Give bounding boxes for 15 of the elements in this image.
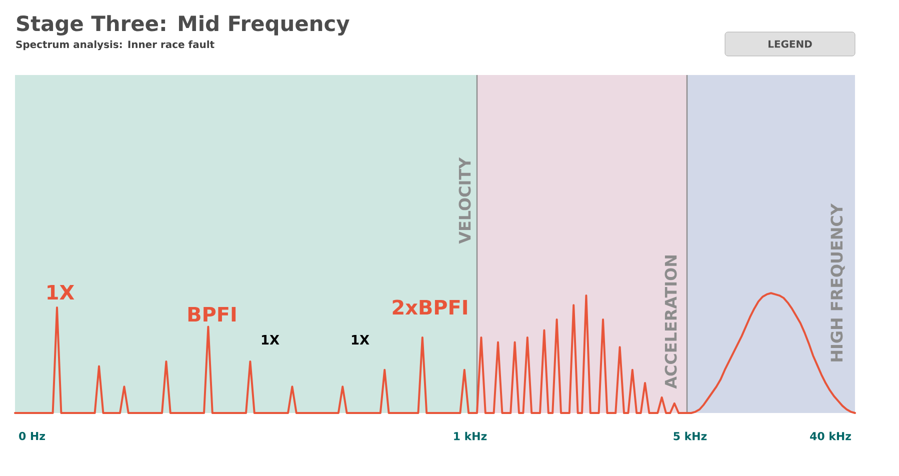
annotation: ACCELERATION bbox=[664, 256, 677, 389]
text: 40 kHz bbox=[810, 432, 851, 440]
chart-subtitle: Spectrum analysis: Inner race fault bbox=[16, 40, 214, 50]
annotation: 1X bbox=[262, 335, 280, 344]
annotation: BPFI bbox=[188, 306, 236, 322]
annotation: HIGH FREQUENCY bbox=[830, 203, 845, 362]
annotation: 2xBPFI bbox=[392, 300, 467, 314]
text: 0 Hz bbox=[19, 432, 45, 440]
text: 1 kHz bbox=[454, 432, 487, 440]
text: 5 kHz bbox=[674, 432, 707, 440]
annotation: 1X bbox=[48, 284, 74, 300]
text: LEGEND bbox=[768, 40, 812, 48]
text: VELOCITY bbox=[458, 157, 471, 244]
chart-title: Stage Three: Mid Frequency bbox=[17, 15, 350, 36]
annotation: 1X bbox=[352, 335, 370, 344]
